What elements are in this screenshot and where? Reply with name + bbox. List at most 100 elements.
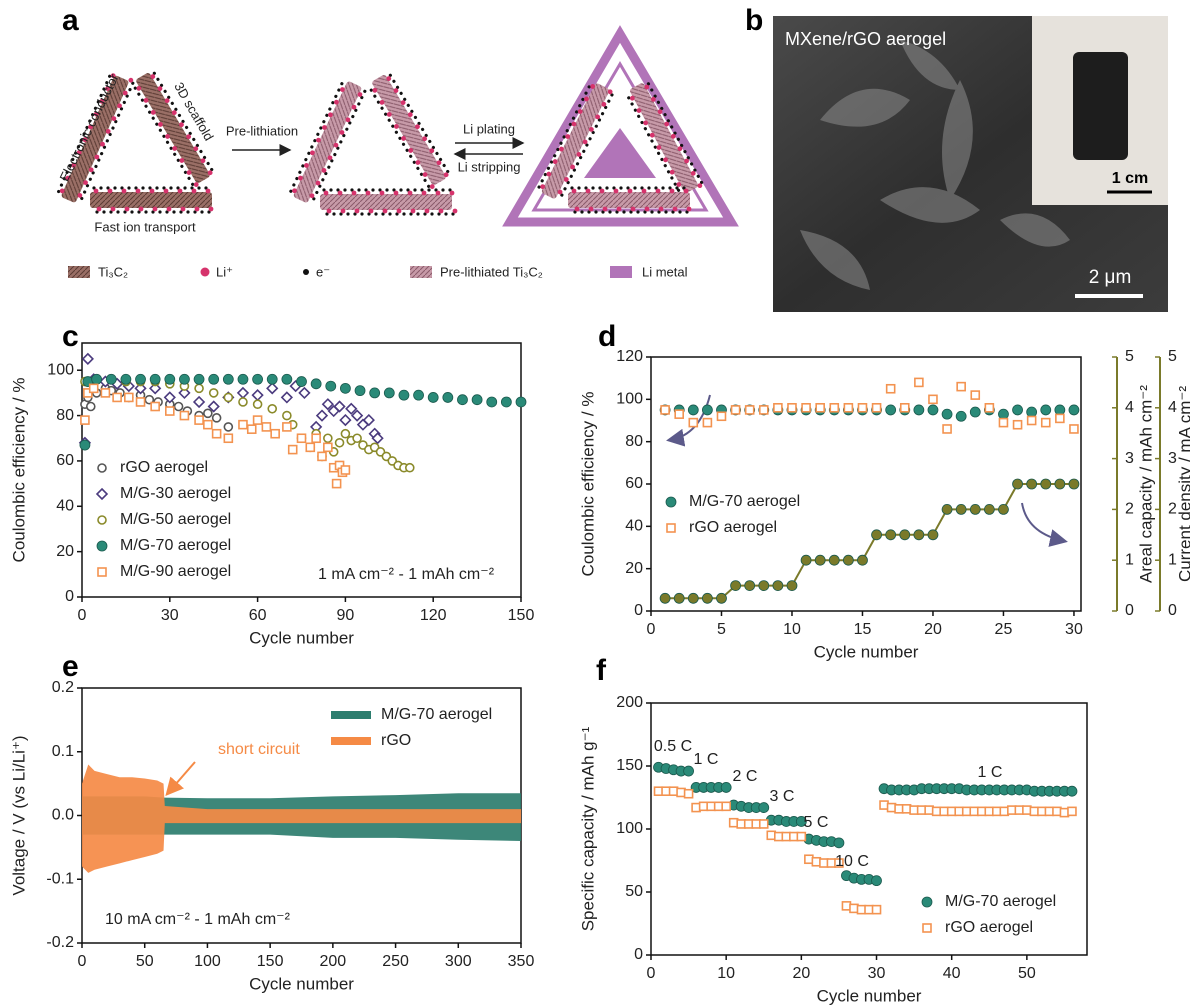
li-ion <box>340 208 346 214</box>
electron <box>94 164 98 169</box>
li-ion <box>651 96 656 102</box>
electron <box>670 176 674 180</box>
li-metal-outline <box>502 25 739 227</box>
li-ion <box>354 208 360 214</box>
data-point <box>984 402 995 413</box>
electron <box>406 188 410 192</box>
electron <box>363 89 367 93</box>
voltage-band <box>82 764 521 873</box>
data-point <box>317 451 327 462</box>
legend-label: rGO aerogel <box>120 459 208 476</box>
electron <box>144 210 148 214</box>
data-point <box>81 352 94 366</box>
li-ion <box>105 86 110 91</box>
electron <box>657 151 661 155</box>
data-point <box>899 529 911 541</box>
electron <box>199 149 203 154</box>
data-point <box>720 782 732 793</box>
electron <box>402 212 406 216</box>
li-ion <box>65 175 71 181</box>
li-ion <box>94 154 100 160</box>
data-point <box>744 405 755 415</box>
data-point <box>350 409 364 422</box>
data-point <box>772 580 784 591</box>
electron <box>675 186 679 190</box>
electron <box>95 210 99 214</box>
data-point <box>471 394 483 406</box>
electron <box>79 138 83 142</box>
electron <box>653 145 657 149</box>
data-point <box>914 377 924 388</box>
data-point <box>179 373 190 385</box>
panel-label: e <box>62 650 79 683</box>
electron <box>348 121 352 125</box>
electron <box>607 99 611 103</box>
electron <box>575 162 580 166</box>
y-tick-label: 50 <box>625 883 643 900</box>
legend-swatch <box>922 923 932 933</box>
y-tick-label: 0 <box>65 588 74 605</box>
y3-tick-label: 3 <box>1168 450 1177 467</box>
electron <box>191 182 195 186</box>
data-point <box>1068 404 1080 416</box>
legend-label: Ti₃C₂ <box>98 264 128 279</box>
x-tick-label: 10 <box>717 965 735 982</box>
electron <box>307 151 311 155</box>
data-point <box>238 397 248 407</box>
data-point <box>833 837 845 849</box>
electron <box>65 170 69 174</box>
data-point <box>1054 478 1066 490</box>
li-ion <box>372 87 378 93</box>
data-point <box>927 529 939 541</box>
data-point <box>194 415 204 425</box>
y-tick-label: 40 <box>625 518 643 535</box>
li-ion <box>157 122 163 127</box>
data-point <box>165 406 175 416</box>
x-tick-label: 150 <box>257 953 284 970</box>
li-ion <box>415 124 420 130</box>
x-tick-label: 30 <box>1065 621 1083 638</box>
electron <box>615 210 619 214</box>
electron <box>165 210 169 214</box>
electron <box>423 178 427 182</box>
data-point <box>758 405 769 415</box>
electron <box>568 122 572 127</box>
legend-label: Li metal <box>642 264 688 279</box>
legend-swatch <box>666 523 676 533</box>
data-point <box>683 765 694 777</box>
electron <box>627 96 631 100</box>
electron <box>423 212 427 216</box>
data-point <box>857 402 868 413</box>
y-tick-label: 80 <box>56 407 74 424</box>
li-ion <box>644 84 650 90</box>
li-ion <box>396 208 402 214</box>
electron <box>152 71 156 75</box>
x-tick-label: 0 <box>78 607 87 624</box>
electron <box>62 177 66 181</box>
li-ion <box>143 97 149 103</box>
electron <box>549 160 554 164</box>
annotation: 5 C <box>804 814 829 831</box>
data-point <box>340 465 351 475</box>
electron <box>207 210 211 214</box>
electron <box>354 108 358 112</box>
electron <box>169 186 173 190</box>
y-tick-label: -0.2 <box>46 934 74 951</box>
data-point <box>659 592 671 604</box>
electron <box>633 186 637 190</box>
electron <box>315 190 319 195</box>
li-ion <box>88 124 93 130</box>
electron <box>367 212 371 216</box>
li-ion <box>333 142 339 148</box>
li-ion <box>557 189 563 195</box>
li-ion <box>585 188 591 194</box>
legend-icon <box>68 266 90 278</box>
data-point <box>828 554 840 566</box>
legend-swatch <box>97 515 107 525</box>
li-ion <box>429 184 435 189</box>
electron <box>597 118 602 122</box>
li-ion <box>601 101 607 107</box>
data-point <box>282 410 292 421</box>
x-tick-label: 120 <box>420 607 447 624</box>
